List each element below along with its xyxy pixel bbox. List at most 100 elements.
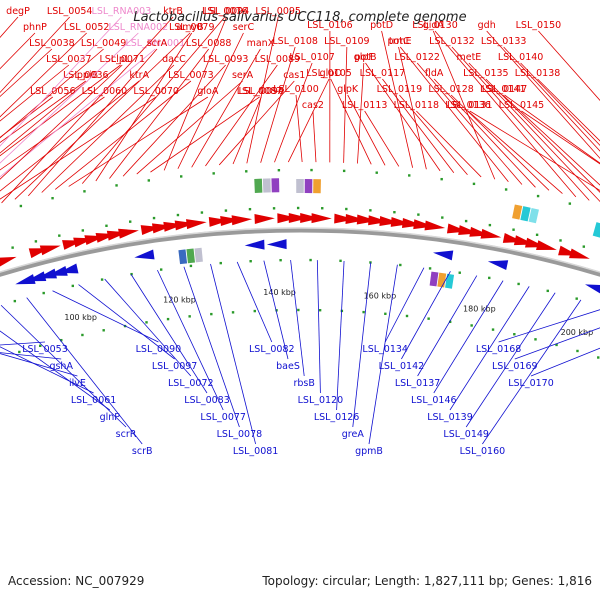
- reverse-gene-label: LSL_0082: [249, 344, 295, 355]
- tick-dot: [83, 190, 86, 193]
- tick-dot: [11, 246, 14, 249]
- forward-leader-line: [343, 46, 348, 163]
- tick-dot: [310, 168, 313, 172]
- tick-dot: [272, 207, 276, 210]
- tick-dot: [375, 171, 378, 174]
- annotation-block: [254, 178, 263, 193]
- reverse-leader-line: [498, 309, 600, 343]
- reverse-gene-arrow: [15, 274, 36, 285]
- forward-leader-line: [399, 46, 509, 183]
- reverse-gene-label: LSL_0137: [395, 378, 441, 389]
- reverse-leader-line: [26, 297, 143, 445]
- forward-leader-line: [150, 96, 260, 173]
- forward-leader-line: [416, 62, 523, 185]
- reverse-gene-label: LSL_0120: [298, 395, 344, 406]
- tick-dot: [393, 211, 396, 214]
- forward-leader-line: [0, 32, 139, 164]
- tick-dot: [81, 333, 84, 337]
- reverse-gene-arrow: [266, 239, 287, 250]
- forward-leader-line: [191, 48, 261, 168]
- forward-leader-line: [382, 78, 455, 173]
- reverse-leader-line: [130, 274, 208, 394]
- reverse-gene-label: ilvE: [69, 378, 86, 389]
- reverse-leader-line: [482, 299, 582, 445]
- reverse-gene-label: LSL_0142: [379, 361, 425, 372]
- tick-dot: [534, 338, 537, 341]
- forward-gene-label: LSL_0136: [445, 100, 491, 111]
- forward-gene-label: LSL_0037: [46, 54, 92, 65]
- forward-leader-line: [0, 64, 70, 122]
- forward-gene-label: LSL_0150: [516, 20, 562, 31]
- forward-gene-label: LSL_RNA002: [108, 22, 168, 33]
- forward-leader-line: [0, 16, 19, 38]
- kbp-label: 200 kbp: [561, 328, 594, 337]
- forward-gene-label: LSL_0094: [204, 6, 250, 17]
- tick-dot: [34, 240, 38, 243]
- reverse-leader-line: [183, 266, 240, 428]
- forward-leader-line: [95, 32, 193, 182]
- tick-dot: [405, 314, 409, 318]
- reverse-gene-arrow: [134, 249, 155, 260]
- reverse-leader-line: [263, 260, 289, 360]
- tick-dot: [248, 207, 252, 211]
- gene-features-layer: [0, 178, 600, 294]
- tick-dot: [517, 282, 520, 286]
- tick-dot: [18, 350, 21, 354]
- reverse-leader-line: [0, 341, 46, 346]
- tick-dot: [176, 213, 180, 217]
- forward-gene-label: scrA: [147, 38, 168, 49]
- forward-leader-line: [381, 30, 414, 168]
- forward-gene-label: LSL_0056: [30, 86, 76, 97]
- reverse-gene-arrow: [36, 268, 57, 279]
- forward-leader-line: [357, 62, 365, 164]
- reverse-gene-label: scrR: [116, 429, 137, 440]
- tick-dot: [427, 317, 430, 320]
- forward-gene-label: LSL_0105: [306, 68, 352, 79]
- forward-gene-label: LSL_0038: [29, 38, 75, 49]
- tick-dot: [384, 312, 387, 316]
- reverse-leader-line: [530, 347, 600, 377]
- tick-dot: [491, 328, 495, 331]
- tick-dot: [115, 184, 118, 187]
- reverse-leader-line: [352, 262, 372, 428]
- forward-gene-label: LSL_0070: [133, 86, 179, 97]
- reverse-leader-line: [236, 261, 273, 343]
- reverse-gene-label: LSL_0160: [460, 446, 506, 457]
- reverse-leader-line: [157, 269, 224, 411]
- forward-leader-line: [109, 48, 210, 179]
- forward-gene-label: serA: [232, 70, 254, 81]
- forward-gene-label: LSL_0135: [463, 68, 509, 79]
- forward-leader-line: [205, 64, 278, 167]
- tick-dot: [212, 172, 215, 175]
- forward-leader-line: [0, 48, 104, 139]
- forward-gene-label: LSL_0073: [168, 70, 214, 81]
- forward-gene-label: LSL_0088: [186, 38, 232, 49]
- forward-gene-arrow: [0, 256, 17, 267]
- annotation-block: [429, 271, 439, 287]
- forward-gene-arrow: [345, 213, 366, 224]
- reverse-leader-line: [290, 259, 305, 377]
- reverse-gene-label: LSL_0072: [168, 378, 214, 389]
- tick-dot: [464, 219, 468, 223]
- reverse-gene-label: LSL_0169: [492, 361, 538, 372]
- annotation-block: [445, 273, 455, 289]
- forward-leader-line: [287, 78, 330, 163]
- forward-gene-arrow: [480, 228, 502, 239]
- tick-dot: [189, 264, 193, 268]
- accession-text: Accession: NC_007929: [8, 574, 145, 588]
- annotation-block: [528, 207, 539, 224]
- forward-leader-line: [485, 78, 600, 193]
- forward-gene-label: glpO: [320, 68, 342, 79]
- forward-leader-line: [433, 78, 536, 188]
- forward-gene-arrow: [288, 213, 309, 224]
- tick-dot: [555, 343, 558, 347]
- forward-gene-label: LSL_0138: [515, 68, 561, 79]
- topology-text: Topology: circular; Length: 1,827,111 bp…: [262, 574, 592, 588]
- forward-gene-arrow: [356, 214, 378, 225]
- forward-leader-line: [0, 96, 157, 200]
- forward-gene-label: LSL_0049: [81, 38, 127, 49]
- forward-gene-label: LSL_0054: [47, 6, 93, 17]
- tick-dot: [504, 188, 508, 191]
- forward-leader-line: [538, 30, 600, 101]
